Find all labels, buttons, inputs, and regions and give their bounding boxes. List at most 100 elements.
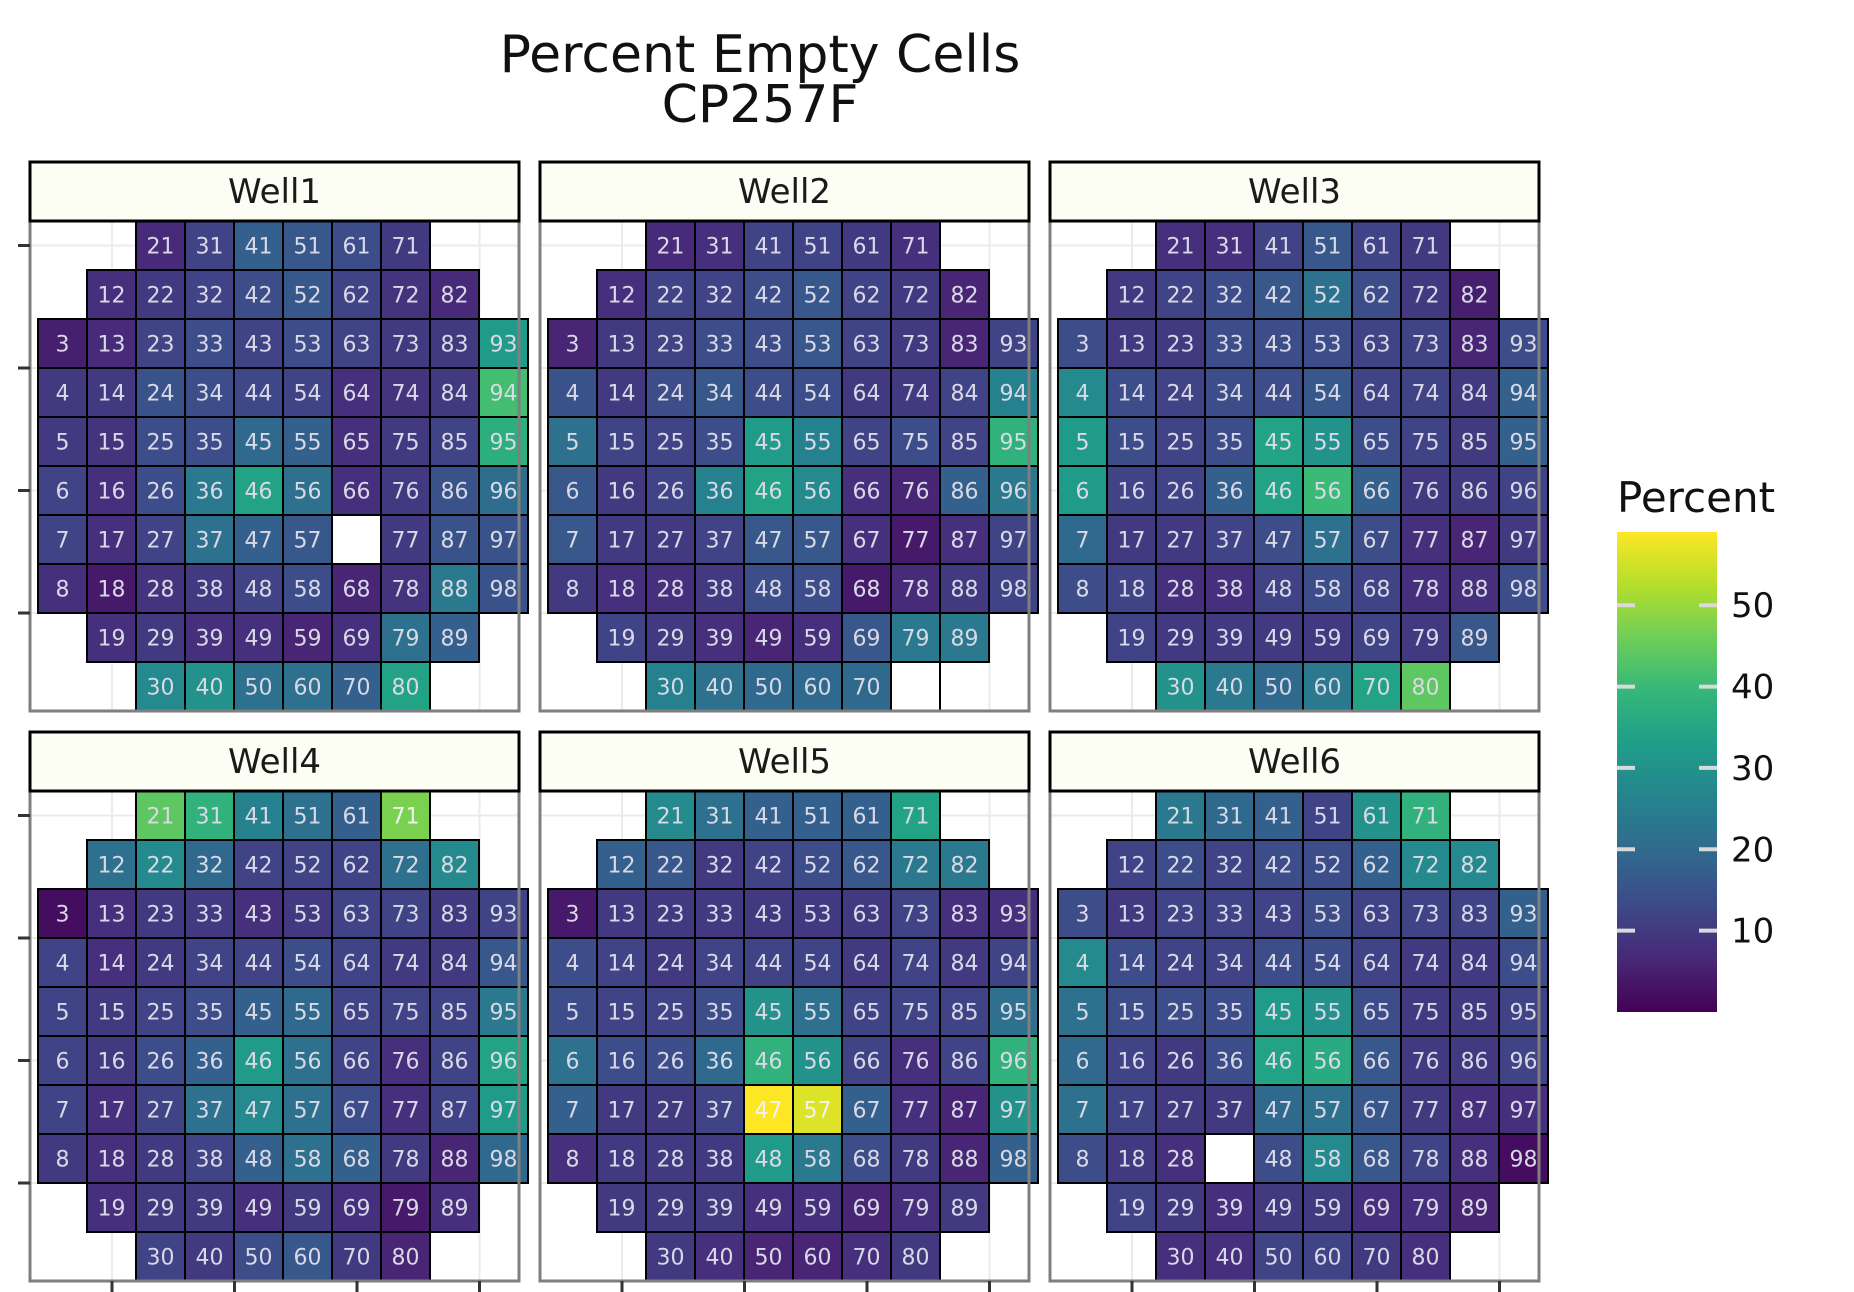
cell-label: 27 xyxy=(147,529,175,554)
cell-label: 15 xyxy=(608,1001,636,1026)
heatmap-cell xyxy=(1351,888,1402,939)
cell-label: 52 xyxy=(294,854,322,879)
heatmap-cell xyxy=(86,367,137,418)
heatmap-cell xyxy=(233,514,284,565)
heatmap-cell xyxy=(135,269,186,320)
cell-label: 95 xyxy=(1510,431,1538,456)
cell-label: 96 xyxy=(490,480,518,505)
heatmap-cell xyxy=(694,937,745,988)
heatmap-cell xyxy=(1057,937,1108,988)
heatmap-cell xyxy=(547,1084,598,1135)
cell-label: 69 xyxy=(853,627,881,652)
cell-label: 52 xyxy=(1314,284,1342,309)
cell-label: 48 xyxy=(1265,1148,1293,1173)
cell-label: 51 xyxy=(804,235,832,260)
cell-label: 69 xyxy=(853,1197,881,1222)
cell-label: 56 xyxy=(294,480,322,505)
heatmap-cell xyxy=(380,1035,431,1086)
cell-label: 28 xyxy=(657,1148,685,1173)
cell-label: 78 xyxy=(902,1148,930,1173)
cell-label: 93 xyxy=(1000,333,1028,358)
cell-label: 13 xyxy=(1118,903,1146,928)
cell-label: 79 xyxy=(392,627,420,652)
cell-label: 45 xyxy=(755,1001,783,1026)
heatmap-cell xyxy=(1204,1182,1255,1233)
cell-label: 43 xyxy=(245,903,273,928)
cell-label: 74 xyxy=(1412,382,1440,407)
cell-label: 19 xyxy=(1118,627,1146,652)
heatmap-cell xyxy=(1449,465,1500,516)
legend-tick-label: 20 xyxy=(1731,830,1774,870)
facet-strip xyxy=(538,730,1031,793)
heatmap-cell xyxy=(645,416,696,467)
cell-label: 22 xyxy=(147,284,175,309)
heatmap-cell xyxy=(135,563,186,614)
heatmap-cell xyxy=(596,1035,647,1086)
cell-label: 62 xyxy=(853,284,881,309)
cell-label: 15 xyxy=(1118,431,1146,456)
cell-label: 77 xyxy=(1412,529,1440,554)
cell-label: 50 xyxy=(245,1246,273,1271)
heatmap-cell xyxy=(1302,888,1353,939)
cell-label: 37 xyxy=(196,1099,224,1124)
heatmap-cell xyxy=(939,888,990,939)
cell-label: 63 xyxy=(853,333,881,358)
heatmap-cell xyxy=(1400,1133,1451,1184)
heatmap-cell xyxy=(792,220,843,271)
cell-label: 4 xyxy=(566,382,580,407)
cell-label: 19 xyxy=(1118,1197,1146,1222)
heatmap-cell xyxy=(86,612,137,663)
heatmap-cell xyxy=(1106,612,1157,663)
heatmap-cell xyxy=(233,367,284,418)
cell-label: 51 xyxy=(1314,805,1342,830)
cell-label: 98 xyxy=(490,578,518,603)
cell-label: 17 xyxy=(608,1099,636,1124)
cell-label: 55 xyxy=(294,1001,322,1026)
cell-label: 22 xyxy=(147,854,175,879)
cell-label: 58 xyxy=(804,1148,832,1173)
heatmap-cell xyxy=(429,1182,480,1233)
heatmap-cell xyxy=(645,269,696,320)
heatmap-cell xyxy=(1351,318,1402,369)
cell-label: 26 xyxy=(1167,480,1195,505)
cell-label: 88 xyxy=(441,578,469,603)
heatmap-cell xyxy=(282,1133,333,1184)
cell-label: 33 xyxy=(1216,333,1244,358)
cell-label: 55 xyxy=(294,431,322,456)
cell-label: 67 xyxy=(343,1099,371,1124)
cell-label: 72 xyxy=(392,284,420,309)
cell-label: 23 xyxy=(147,903,175,928)
cell-label: 55 xyxy=(804,431,832,456)
heatmap-cell xyxy=(792,1084,843,1135)
cell-label: 66 xyxy=(853,1050,881,1075)
heatmap-cell xyxy=(429,839,480,890)
cell-label: 77 xyxy=(1412,1099,1440,1124)
cell-label: 41 xyxy=(245,235,273,260)
heatmap-cell xyxy=(282,269,333,320)
heatmap-cell xyxy=(1449,839,1500,890)
heatmap-cell xyxy=(135,1133,186,1184)
cell-label: 35 xyxy=(706,431,734,456)
heatmap-cell xyxy=(331,888,382,939)
cell-label: 57 xyxy=(804,529,832,554)
cell-label: 14 xyxy=(1118,952,1146,977)
cell-label: 59 xyxy=(804,1197,832,1222)
cell-label: 93 xyxy=(490,333,518,358)
cell-label: 38 xyxy=(196,578,224,603)
cell-label: 80 xyxy=(902,1246,930,1271)
cell-label: 13 xyxy=(1118,333,1146,358)
heatmap-cell xyxy=(1155,269,1206,320)
cell-label: 46 xyxy=(1265,480,1293,505)
cell-label: 76 xyxy=(392,480,420,505)
cell-label: 16 xyxy=(98,480,126,505)
cell-label: 69 xyxy=(343,627,371,652)
cell-label: 24 xyxy=(1167,382,1195,407)
cell-label: 29 xyxy=(657,627,685,652)
cell-label: 37 xyxy=(1216,529,1244,554)
cell-label: 40 xyxy=(706,1246,734,1271)
cell-label: 24 xyxy=(657,952,685,977)
cell-label: 27 xyxy=(657,1099,685,1124)
